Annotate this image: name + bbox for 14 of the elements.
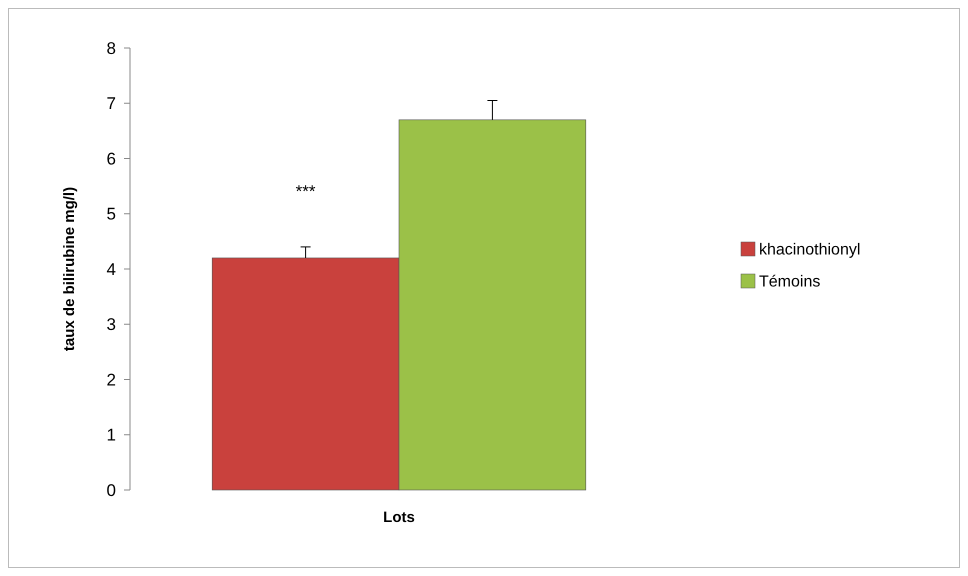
y-tick-label: 1: [106, 426, 116, 445]
y-tick-label: 2: [106, 370, 116, 390]
y-tick-label: 6: [106, 149, 116, 168]
legend-label: khacinothionyl: [759, 242, 860, 259]
y-tick-label: 0: [106, 480, 116, 500]
y-tick-label: 4: [106, 260, 116, 279]
y-tick-label: 7: [106, 94, 116, 114]
annotation: ***: [296, 182, 316, 201]
y-tick-label: 8: [106, 38, 116, 58]
x-axis-title: Lots: [383, 509, 415, 526]
y-tick-label: 5: [106, 204, 116, 224]
y-axis-title: taux de bilirubine mg/l): [61, 186, 78, 352]
y-tick-label: 3: [106, 315, 116, 334]
legend-label: Témoins: [759, 274, 820, 291]
